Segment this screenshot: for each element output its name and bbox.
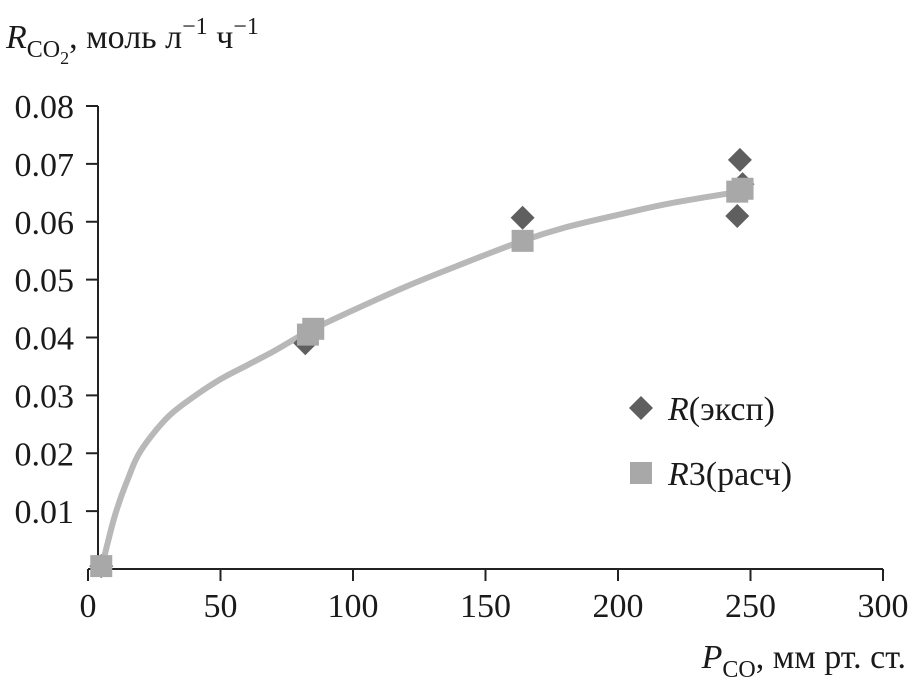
legend-label-calc-symbol: R xyxy=(667,456,689,493)
y-tick-label: 0.01 xyxy=(15,494,75,531)
x-axis-unit: , мм рт. ст. xyxy=(756,639,906,676)
x-axis-subscript: CO xyxy=(722,657,755,683)
data-point-calc xyxy=(511,229,534,252)
y-axis-title: RCO2, моль л−1 ч−1 xyxy=(5,14,259,68)
data-point-calc xyxy=(302,317,325,340)
fit-curve xyxy=(98,186,754,572)
y-tick-label: 0.08 xyxy=(15,89,75,126)
data-point-exp xyxy=(727,147,752,172)
x-tick-label: 100 xyxy=(328,588,379,625)
legend: R(эксп) R3(расч) xyxy=(629,391,792,493)
legend-label-exp-rest: (эксп) xyxy=(689,391,775,428)
y-tick-label: 0.02 xyxy=(15,436,75,473)
axes: 0 50 100 150 200 250 300 0.010.020.030.040.050… xyxy=(15,89,909,625)
x-tick-label: 300 xyxy=(858,588,909,625)
x-tick-label: 200 xyxy=(593,588,644,625)
y-tick-label: 0.07 xyxy=(15,147,75,184)
y-tick-label: 0.06 xyxy=(15,205,75,242)
data-point-exp xyxy=(510,205,535,230)
x-ticks: 0 50 100 150 200 250 300 xyxy=(80,569,909,625)
y-axis-exponent-1: −1 xyxy=(182,14,208,40)
data-point-calc xyxy=(731,177,754,200)
legend-label-calc-rest: 3(расч) xyxy=(689,456,792,493)
y-axis-unit-mid: ч xyxy=(208,19,234,56)
series-layer xyxy=(89,147,755,579)
x-axis-title: PCO, мм рт. ст. xyxy=(701,639,906,683)
legend-marker-square xyxy=(630,462,652,484)
legend-label-exp: R(эксп) xyxy=(667,391,775,428)
data-point-exp xyxy=(725,203,750,228)
x-axis-symbol: P xyxy=(701,639,723,676)
y-axis-subscript: CO xyxy=(27,37,60,63)
legend-marker-diamond xyxy=(629,396,653,420)
legend-label-calc: R3(расч) xyxy=(667,456,792,493)
y-tick-label: 0.05 xyxy=(15,263,75,300)
y-axis-unit-prefix: , моль л xyxy=(69,19,182,56)
y-axis-symbol: R xyxy=(5,19,27,56)
y-ticks: 0.01 0.02 0.03 0.04 0.05 0.06 0.07 0.08 xyxy=(15,89,98,531)
x-tick-label: 250 xyxy=(725,588,776,625)
y-axis-exponent-2: −1 xyxy=(233,14,259,40)
y-tick-label: 0.04 xyxy=(15,321,75,358)
x-tick-label: 150 xyxy=(460,588,511,625)
data-point-calc xyxy=(90,555,113,578)
legend-label-exp-symbol: R xyxy=(667,391,689,428)
x-tick-label: 50 xyxy=(204,588,238,625)
y-tick-label: 0.03 xyxy=(15,378,75,415)
y-axis-subscript-digit: 2 xyxy=(60,48,69,68)
x-tick-label: 0 xyxy=(80,588,97,625)
